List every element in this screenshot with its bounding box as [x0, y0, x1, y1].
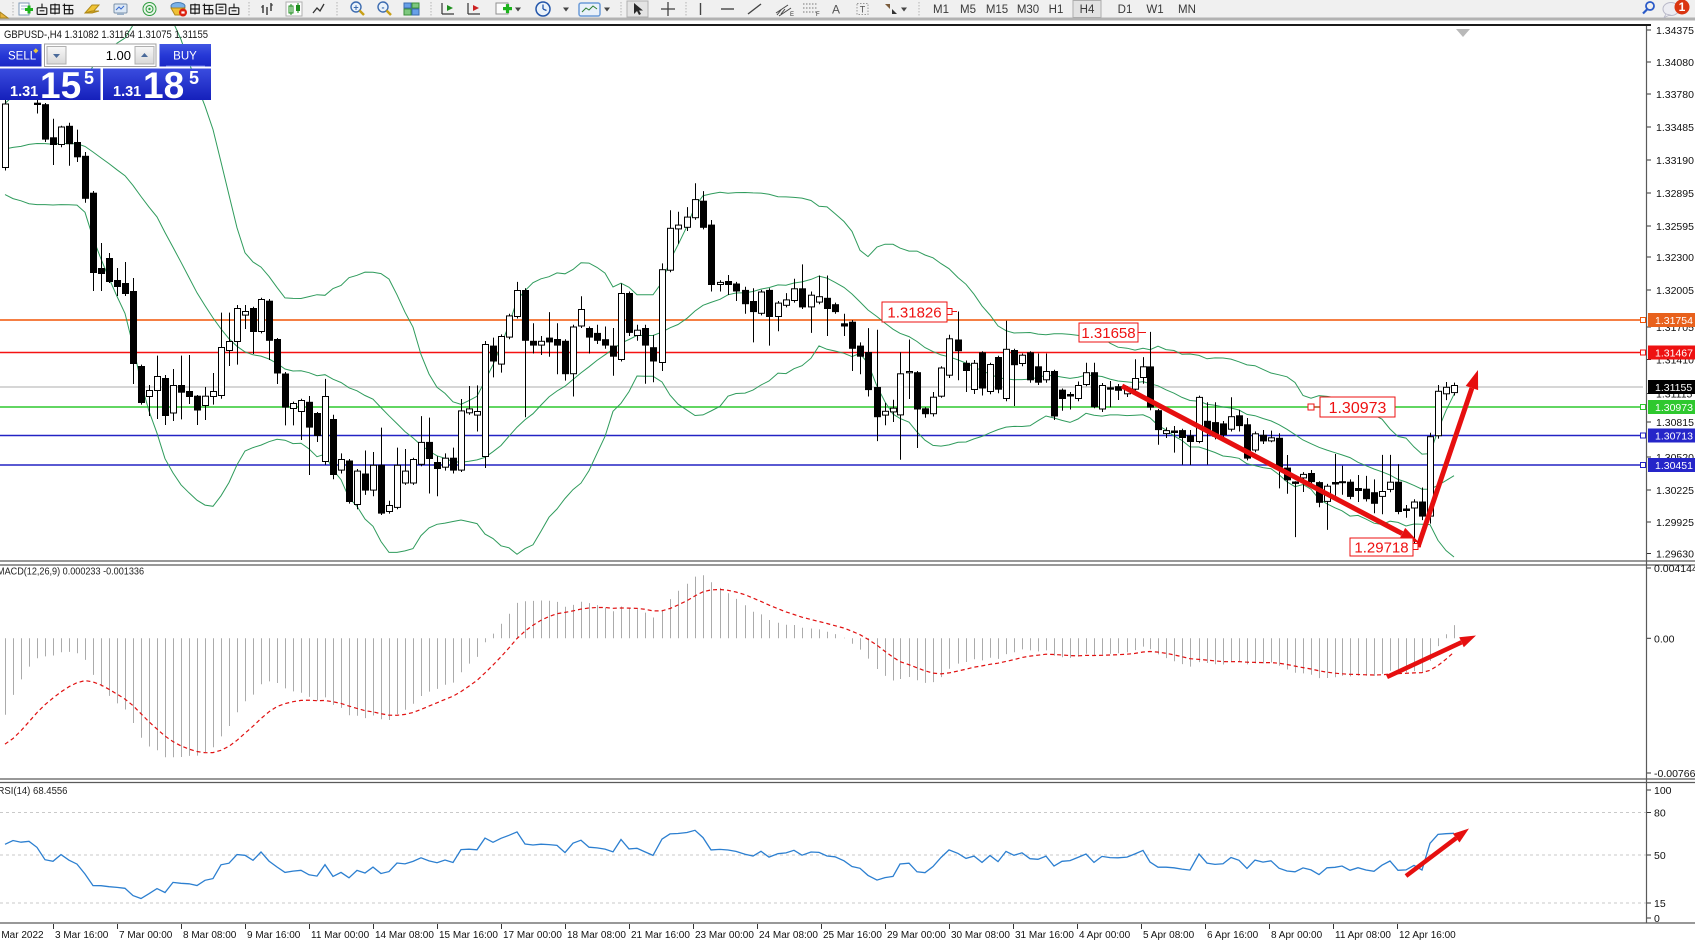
svg-text:1 Mar 2022: 1 Mar 2022 [0, 930, 44, 941]
svg-text:1.31658: 1.31658 [1081, 325, 1135, 342]
svg-text:1.29630: 1.29630 [1656, 549, 1694, 561]
svg-text:12 Apr 16:00: 12 Apr 16:00 [1399, 930, 1456, 941]
svg-text:-: - [382, 3, 385, 13]
svg-text:0: 0 [1654, 913, 1660, 925]
svg-text:1.31754: 1.31754 [1655, 315, 1693, 327]
svg-text:1.32895: 1.32895 [1656, 188, 1694, 200]
svg-text:17 Mar 00:00: 17 Mar 00:00 [503, 930, 562, 941]
svg-text:W1: W1 [1146, 4, 1163, 16]
svg-text:29 Mar 00:00: 29 Mar 00:00 [887, 930, 946, 941]
svg-text:M30: M30 [1017, 4, 1039, 16]
svg-text:23 Mar 00:00: 23 Mar 00:00 [695, 930, 754, 941]
svg-text:18 Mar 08:00: 18 Mar 08:00 [567, 930, 626, 941]
svg-text:BUY: BUY [173, 51, 197, 63]
svg-text:50: 50 [1654, 850, 1666, 862]
svg-text:1.32300: 1.32300 [1656, 252, 1694, 264]
svg-text:1.31: 1.31 [10, 84, 38, 100]
svg-text:14 Mar 08:00: 14 Mar 08:00 [375, 930, 434, 941]
svg-text:MN: MN [1178, 4, 1196, 16]
svg-text:3 Mar 16:00: 3 Mar 16:00 [55, 930, 109, 941]
svg-text:1.33780: 1.33780 [1656, 89, 1694, 101]
svg-text:1.30451: 1.30451 [1655, 460, 1693, 472]
svg-text:1.33190: 1.33190 [1656, 155, 1694, 167]
svg-text:1.34080: 1.34080 [1656, 57, 1694, 69]
svg-text:0.004144: 0.004144 [1654, 563, 1695, 575]
svg-text:30 Mar 08:00: 30 Mar 08:00 [951, 930, 1010, 941]
svg-text:M5: M5 [960, 4, 976, 16]
svg-text:H1: H1 [1049, 4, 1064, 16]
svg-text:8 Apr 00:00: 8 Apr 00:00 [1271, 930, 1323, 941]
svg-text:11 Apr 08:00: 11 Apr 08:00 [1335, 930, 1391, 941]
svg-text:0.00: 0.00 [1654, 633, 1675, 645]
svg-text:24 Mar 08:00: 24 Mar 08:00 [759, 930, 818, 941]
svg-text:M15: M15 [986, 4, 1008, 16]
svg-text:1.31: 1.31 [113, 84, 141, 100]
svg-text:1.30225: 1.30225 [1656, 485, 1694, 497]
svg-text:21 Mar 16:00: 21 Mar 16:00 [631, 930, 690, 941]
svg-text:1.29718: 1.29718 [1354, 539, 1408, 556]
svg-text:5 Apr 08:00: 5 Apr 08:00 [1143, 930, 1195, 941]
svg-text:1.30973: 1.30973 [1329, 400, 1387, 417]
svg-text:1.34375: 1.34375 [1656, 25, 1694, 37]
svg-text:1.31155: 1.31155 [1655, 382, 1692, 394]
svg-text:+: + [353, 3, 358, 13]
svg-text:80: 80 [1654, 808, 1666, 820]
svg-text:1: 1 [1679, 0, 1686, 14]
svg-text:T: T [860, 5, 866, 15]
svg-text:1.31826: 1.31826 [887, 304, 941, 321]
svg-text:E: E [790, 12, 794, 18]
svg-text:31 Mar 16:00: 31 Mar 16:00 [1015, 930, 1074, 941]
svg-text:GBPUSD-,H4 1.31082 1.31164 1.3: GBPUSD-,H4 1.31082 1.31164 1.31075 1.311… [4, 29, 208, 41]
svg-text:1.29925: 1.29925 [1656, 517, 1694, 529]
svg-text:1.32005: 1.32005 [1656, 285, 1694, 297]
svg-text:15: 15 [1654, 898, 1666, 910]
svg-text:H4: H4 [1080, 4, 1095, 16]
svg-text:RSI(14) 68.4556: RSI(14) 68.4556 [0, 786, 68, 797]
svg-text:5: 5 [84, 68, 94, 88]
svg-text:D1: D1 [1118, 4, 1133, 16]
svg-text:8 Mar 08:00: 8 Mar 08:00 [183, 930, 237, 941]
svg-text:6 Apr 16:00: 6 Apr 16:00 [1207, 930, 1259, 941]
svg-text:1.32595: 1.32595 [1656, 221, 1694, 233]
svg-text:25 Mar 16:00: 25 Mar 16:00 [823, 930, 882, 941]
svg-text:1.31467: 1.31467 [1655, 348, 1693, 360]
svg-text:9 Mar 16:00: 9 Mar 16:00 [247, 930, 301, 941]
svg-text:5: 5 [189, 68, 199, 88]
svg-text:SELL: SELL [8, 51, 37, 63]
svg-text:F: F [816, 12, 820, 18]
svg-text:4 Apr 00:00: 4 Apr 00:00 [1079, 930, 1131, 941]
svg-text:100: 100 [1654, 785, 1672, 797]
svg-text:-0.007664: -0.007664 [1654, 768, 1695, 780]
svg-text:A: A [832, 3, 840, 17]
svg-text:11 Mar 00:00: 11 Mar 00:00 [311, 930, 370, 941]
svg-text:1.33485: 1.33485 [1656, 122, 1694, 134]
svg-text:15 Mar 16:00: 15 Mar 16:00 [439, 930, 498, 941]
svg-text:MACD(12,26,9) 0.000233 -0.0013: MACD(12,26,9) 0.000233 -0.001336 [0, 567, 144, 578]
svg-text:1.00: 1.00 [106, 48, 131, 63]
svg-text:1.30713: 1.30713 [1655, 431, 1693, 443]
svg-text:7 Mar 00:00: 7 Mar 00:00 [119, 930, 173, 941]
svg-text:1.30815: 1.30815 [1656, 417, 1694, 429]
svg-text:18: 18 [143, 65, 184, 106]
svg-text:15: 15 [40, 65, 81, 106]
svg-text:1.30973: 1.30973 [1655, 402, 1693, 414]
svg-text:M1: M1 [933, 4, 949, 16]
